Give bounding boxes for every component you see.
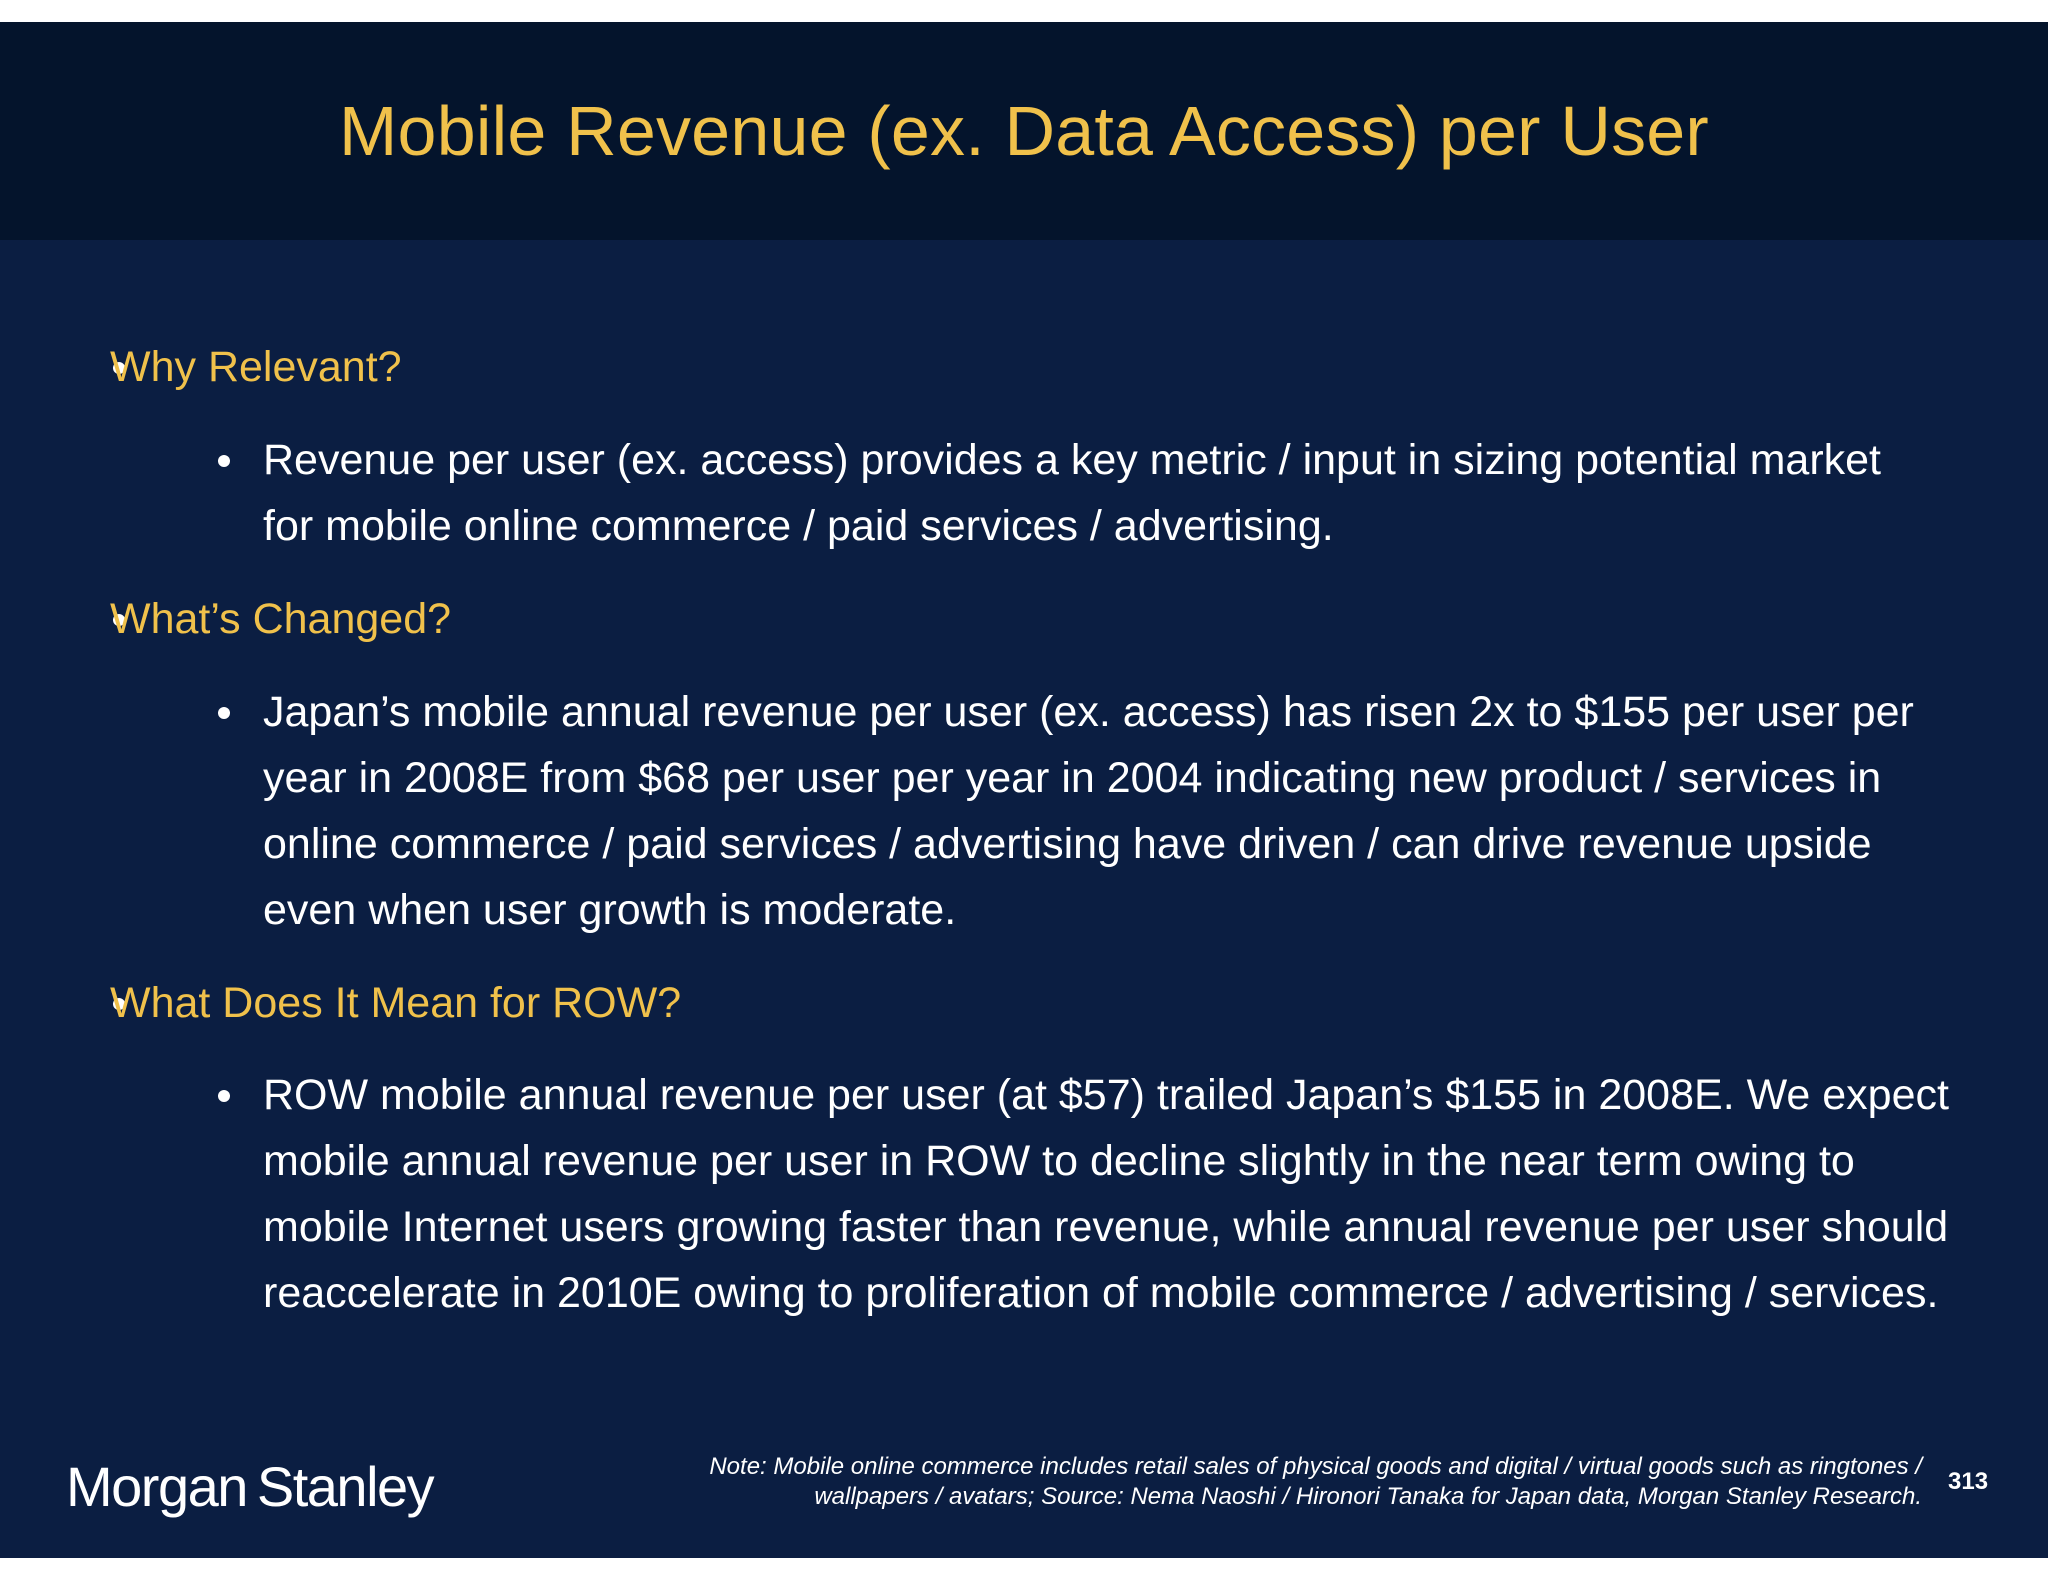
- section-heading-what-does-it-mean: What Does It Mean for ROW?: [110, 979, 682, 1027]
- section-body-why-relevant: Revenue per user (ex. access) provides a…: [263, 436, 1882, 550]
- title-bar: Mobile Revenue (ex. Data Access) per Use…: [0, 22, 2048, 240]
- logo-word-stanley: Stanley: [256, 1455, 435, 1518]
- slide: Mobile Revenue (ex. Data Access) per Use…: [0, 22, 2048, 1558]
- logo-word-morgan: Morgan: [66, 1455, 248, 1518]
- page-number: 313: [1948, 1468, 1989, 1495]
- section-heading-why-relevant: Why Relevant?: [110, 343, 402, 391]
- bullet-icon: [218, 1090, 230, 1102]
- section-heading-whats-changed: What’s Changed?: [110, 595, 452, 643]
- bullet-icon: [113, 362, 125, 374]
- footnote-line-1: Note: Mobile online commerce includes re…: [709, 1453, 1922, 1480]
- bullet-icon: [218, 455, 230, 467]
- footnote-line-2: wallpapers / avatars; Source: Nema Naosh…: [814, 1483, 1922, 1510]
- footnote: Note: Mobile online commerce includes re…: [422, 1452, 1922, 1512]
- section-body-what-does-it-mean: ROW mobile annual revenue per user (at $…: [263, 1071, 1949, 1317]
- slide-title: Mobile Revenue (ex. Data Access) per Use…: [339, 92, 1709, 170]
- bullet-icon: [218, 707, 230, 719]
- section-body-whats-changed: Japan’s mobile annual revenue per user (…: [263, 688, 1914, 934]
- morgan-stanley-logo: Morgan Stanley: [66, 1454, 435, 1519]
- bullet-icon: [113, 998, 125, 1010]
- bullet-icon: [113, 614, 125, 626]
